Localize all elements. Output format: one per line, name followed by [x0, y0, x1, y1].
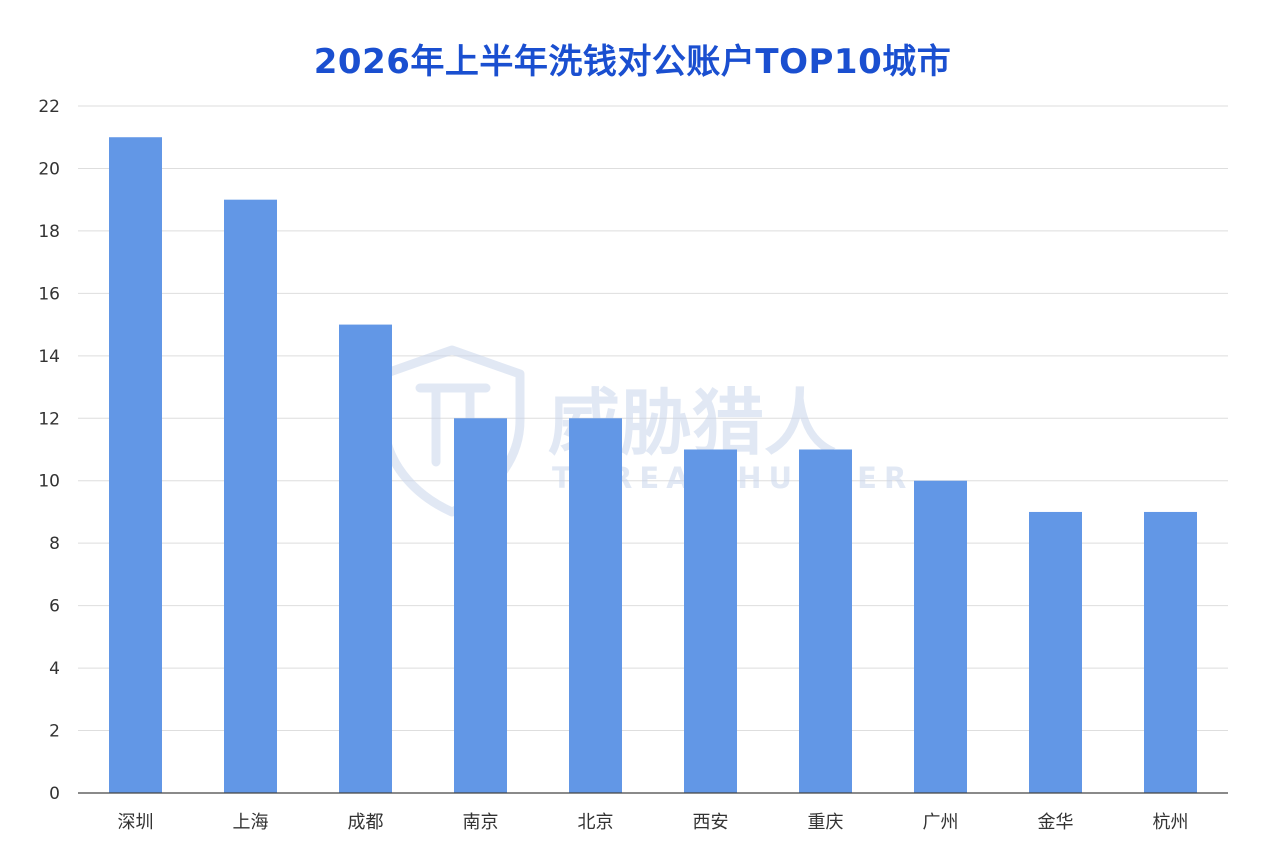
y-tick-label: 18: [38, 222, 60, 242]
bar: [684, 449, 737, 793]
y-tick-label: 22: [38, 97, 60, 117]
bar: [914, 480, 967, 793]
x-tick-label: 深圳: [118, 812, 154, 833]
chart-title: 2026年上半年洗钱对公账户TOP10城市: [313, 42, 952, 82]
y-tick-label: 8: [49, 534, 60, 554]
bar: [339, 324, 392, 793]
y-tick-label: 20: [38, 159, 60, 179]
bar: [799, 449, 852, 793]
x-tick-label: 重庆: [808, 812, 844, 833]
y-tick-label: 2: [49, 722, 60, 742]
bar: [109, 137, 162, 793]
y-tick-label: 6: [49, 597, 60, 617]
bar: [569, 418, 622, 793]
x-tick-label: 金华: [1038, 812, 1074, 833]
bar: [454, 418, 507, 793]
y-tick-label: 16: [38, 284, 60, 304]
bar: [1144, 511, 1197, 793]
x-tick-label: 广州: [923, 812, 959, 833]
y-tick-label: 0: [49, 784, 60, 804]
y-tick-label: 12: [38, 409, 60, 429]
x-tick-label: 西安: [693, 812, 729, 833]
x-tick-label: 成都: [348, 812, 384, 833]
y-tick-label: 4: [49, 659, 60, 679]
bar: [1029, 511, 1082, 793]
x-tick-label: 北京: [578, 812, 614, 833]
x-tick-label: 上海: [233, 812, 269, 833]
y-tick-label: 10: [38, 472, 60, 492]
y-tick-label: 14: [38, 347, 60, 367]
x-tick-label: 杭州: [1153, 812, 1189, 833]
y-axis-ticks: 0 2 4 6 8 10 12 14 16 18 20 22: [38, 97, 60, 804]
bar: [224, 199, 277, 793]
x-tick-label: 南京: [463, 812, 499, 833]
x-axis-ticks: 深圳 上海 成都 南京 北京 西安 重庆 广州 金华 杭州: [118, 812, 1189, 833]
bars: [109, 137, 1197, 793]
